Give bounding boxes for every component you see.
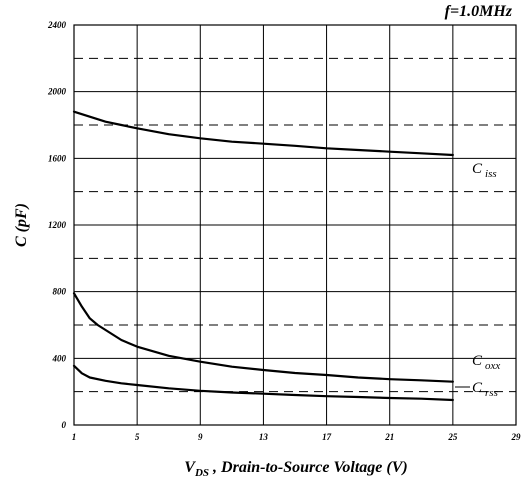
x-axis-label: VDS , Drain-to-Source Voltage (V) xyxy=(184,459,407,479)
series-curve-crss xyxy=(72,364,454,402)
series-label-coxx-sub: oxx xyxy=(485,360,500,372)
plot-frame xyxy=(73,24,517,426)
frequency-annotation: f=1.0MHz xyxy=(445,3,513,20)
x-tick-label: 5 xyxy=(135,432,140,442)
series-curve-coxx xyxy=(72,292,454,383)
x-tick-label: 29 xyxy=(511,432,522,442)
x-tick-label: 21 xyxy=(384,432,394,442)
x-axis-label-rest: , Drain-to-Source Voltage (V) xyxy=(209,459,408,476)
series-curves xyxy=(72,110,454,402)
y-tick-label: 2400 xyxy=(47,20,67,30)
grid-lines xyxy=(73,24,517,426)
y-axis-label: C (pF) xyxy=(13,203,30,247)
x-tick-label: 13 xyxy=(259,432,269,442)
x-tick-label: 17 xyxy=(322,432,332,442)
y-tick-label: 0 xyxy=(62,420,67,430)
x-tick-label: 1 xyxy=(72,432,77,442)
series-label-ciss-sub: iss xyxy=(485,168,497,180)
y-tick-label: 800 xyxy=(53,287,67,297)
y-tick-label: 400 xyxy=(52,353,67,363)
y-tick-label: 1600 xyxy=(48,153,67,163)
y-tick-label: 1200 xyxy=(48,220,67,230)
y-tick-label: 2000 xyxy=(47,87,67,97)
series-label-coxx-main: C xyxy=(472,353,483,369)
x-axis-label-sub: DS xyxy=(194,467,209,479)
series-label-ciss-main: C xyxy=(472,161,483,177)
x-tick-label: 9 xyxy=(198,432,203,442)
x-axis-label-main: V xyxy=(184,459,196,476)
series-label-crss-main: C xyxy=(472,380,483,396)
tick-labels: 1 5 9 13 17 21 25 29 0 400 800 1200 1600 2000 2400 xyxy=(47,20,521,442)
series-curve-ciss xyxy=(72,110,454,157)
x-tick-label: 25 xyxy=(447,432,458,442)
series-label-crss-sub: rss xyxy=(485,387,498,399)
